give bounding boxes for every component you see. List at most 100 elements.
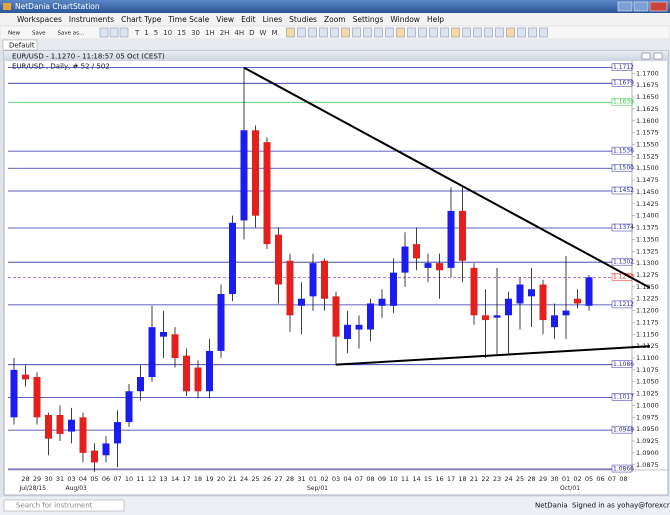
- menu-item[interactable]: View: [216, 15, 234, 24]
- menu-item[interactable]: Settings: [353, 15, 384, 24]
- price-level-box: [611, 79, 633, 87]
- toolbar-icon[interactable]: [473, 27, 482, 38]
- toolbar-icon[interactable]: [440, 27, 449, 38]
- toolbar-icon[interactable]: [319, 27, 328, 38]
- minimize-button[interactable]: [617, 1, 633, 12]
- toolbar-icon[interactable]: [429, 27, 438, 38]
- menu-item[interactable]: Workspaces: [17, 15, 62, 24]
- x-tick-label: 04: [343, 475, 351, 483]
- x-tick-label: 05: [585, 475, 593, 483]
- y-tick-label: 1.0875: [636, 461, 659, 469]
- toolbar-icon[interactable]: [109, 27, 119, 38]
- timeframe-button[interactable]: M: [271, 29, 277, 37]
- candle-body: [229, 222, 236, 294]
- toolbar-icon[interactable]: [418, 27, 427, 38]
- toolbar-button[interactable]: New: [8, 31, 20, 37]
- tab-label[interactable]: Default: [9, 42, 35, 50]
- y-tick-label: 1.1025: [636, 390, 659, 398]
- toolbar-icon[interactable]: [495, 27, 504, 38]
- search-placeholder[interactable]: Search for instrument: [16, 502, 93, 510]
- toolbar-icon[interactable]: [297, 27, 306, 38]
- menu-item[interactable]: Edit: [241, 15, 256, 24]
- candle-body: [309, 263, 317, 297]
- y-tick-label: 1.1675: [636, 81, 659, 89]
- toolbar-icon[interactable]: [99, 27, 109, 38]
- toolbar-icon[interactable]: [286, 27, 295, 38]
- x-tick-label: 20: [217, 475, 225, 483]
- timeframe-button[interactable]: 5: [154, 29, 158, 37]
- price-level-box: [611, 300, 633, 309]
- x-tick-label: 28: [286, 475, 294, 483]
- candle-body: [516, 284, 524, 304]
- x-tick-label: 01: [562, 475, 570, 483]
- timeframe-button[interactable]: T: [134, 29, 140, 37]
- y-tick-label: 1.1100: [636, 354, 659, 362]
- tab[interactable]: [2, 39, 38, 51]
- toolbar-icon[interactable]: [374, 27, 383, 38]
- toolbar-icon[interactable]: [330, 27, 339, 38]
- toolbar-icon[interactable]: [308, 27, 317, 38]
- toolbar-icon[interactable]: [119, 27, 129, 38]
- y-tick-label: 1.1150: [636, 330, 659, 338]
- timeframe-button[interactable]: 1H: [205, 29, 215, 37]
- timeframe-button[interactable]: 1: [144, 29, 148, 37]
- timeframe-button[interactable]: W: [260, 29, 267, 37]
- menu-item[interactable]: Studies: [289, 15, 317, 24]
- menu-item[interactable]: Window: [390, 15, 420, 24]
- y-tick-label: 1.1075: [636, 366, 659, 374]
- candle-body: [390, 272, 397, 306]
- price-level-label: 1.1712: [613, 64, 634, 71]
- toolbar-icon[interactable]: [363, 27, 372, 38]
- timeframe-button[interactable]: 2H: [220, 29, 230, 37]
- toolbar-button[interactable]: Save: [32, 31, 46, 37]
- toolbar-icon[interactable]: [352, 27, 361, 38]
- menu-item[interactable]: Instruments: [69, 15, 114, 24]
- toolbar-icon[interactable]: [396, 27, 405, 38]
- price-level-box: [611, 146, 633, 155]
- toolbar-button[interactable]: Save as...: [58, 31, 85, 37]
- candle-body: [470, 267, 478, 316]
- search-box[interactable]: [3, 499, 125, 512]
- x-tick-label: 31: [297, 475, 305, 483]
- menu-item[interactable]: Lines: [263, 15, 283, 24]
- toolbar-icon[interactable]: [539, 27, 548, 38]
- toolbar-icon[interactable]: [341, 27, 350, 38]
- candle-body: [539, 284, 547, 321]
- toolbar-icon[interactable]: [407, 27, 416, 38]
- y-tick-label: 1.0950: [636, 425, 659, 433]
- y-tick-label: 1.1350: [636, 235, 659, 243]
- timeframe-button[interactable]: 10: [163, 29, 172, 37]
- menu-item[interactable]: Chart Type: [121, 15, 162, 24]
- candle-body: [91, 450, 98, 463]
- panel-close[interactable]: [653, 52, 663, 60]
- title-bar: [0, 0, 670, 13]
- price-level-box: [611, 464, 633, 473]
- candle-body: [240, 130, 248, 221]
- toolbar-icon[interactable]: [385, 27, 394, 38]
- toolbar-icon[interactable]: [528, 27, 537, 38]
- timeframe-button[interactable]: 15: [177, 29, 186, 37]
- price-level-label: 1.1270: [613, 274, 634, 281]
- candle-body: [585, 277, 593, 306]
- x-tick-label: 12: [148, 475, 156, 483]
- candle-body: [298, 298, 305, 306]
- x-tick-label: 07: [113, 475, 121, 483]
- toolbar-icon[interactable]: [506, 27, 515, 38]
- timeframe-button[interactable]: 30: [191, 29, 200, 37]
- toolbar-icon[interactable]: [462, 27, 471, 38]
- timeframe-button[interactable]: 4H: [234, 29, 244, 37]
- x-tick-label: 01: [309, 475, 317, 483]
- panel-restore[interactable]: [641, 52, 651, 60]
- maximize-button[interactable]: [633, 1, 649, 12]
- menu-item[interactable]: Zoom: [324, 15, 346, 24]
- y-tick-label: 1.0975: [636, 413, 659, 421]
- timeframe-button[interactable]: D: [249, 29, 254, 37]
- toolbar-icon[interactable]: [484, 27, 493, 38]
- price-level-label: 1.1679: [613, 80, 634, 87]
- toolbar-icon[interactable]: [517, 27, 526, 38]
- close-button[interactable]: [649, 1, 668, 12]
- toolbar-icon[interactable]: [451, 27, 460, 38]
- menu-item[interactable]: Help: [427, 15, 444, 24]
- price-level-label: 1.1374: [613, 224, 634, 231]
- menu-item[interactable]: Time Scale: [167, 15, 209, 24]
